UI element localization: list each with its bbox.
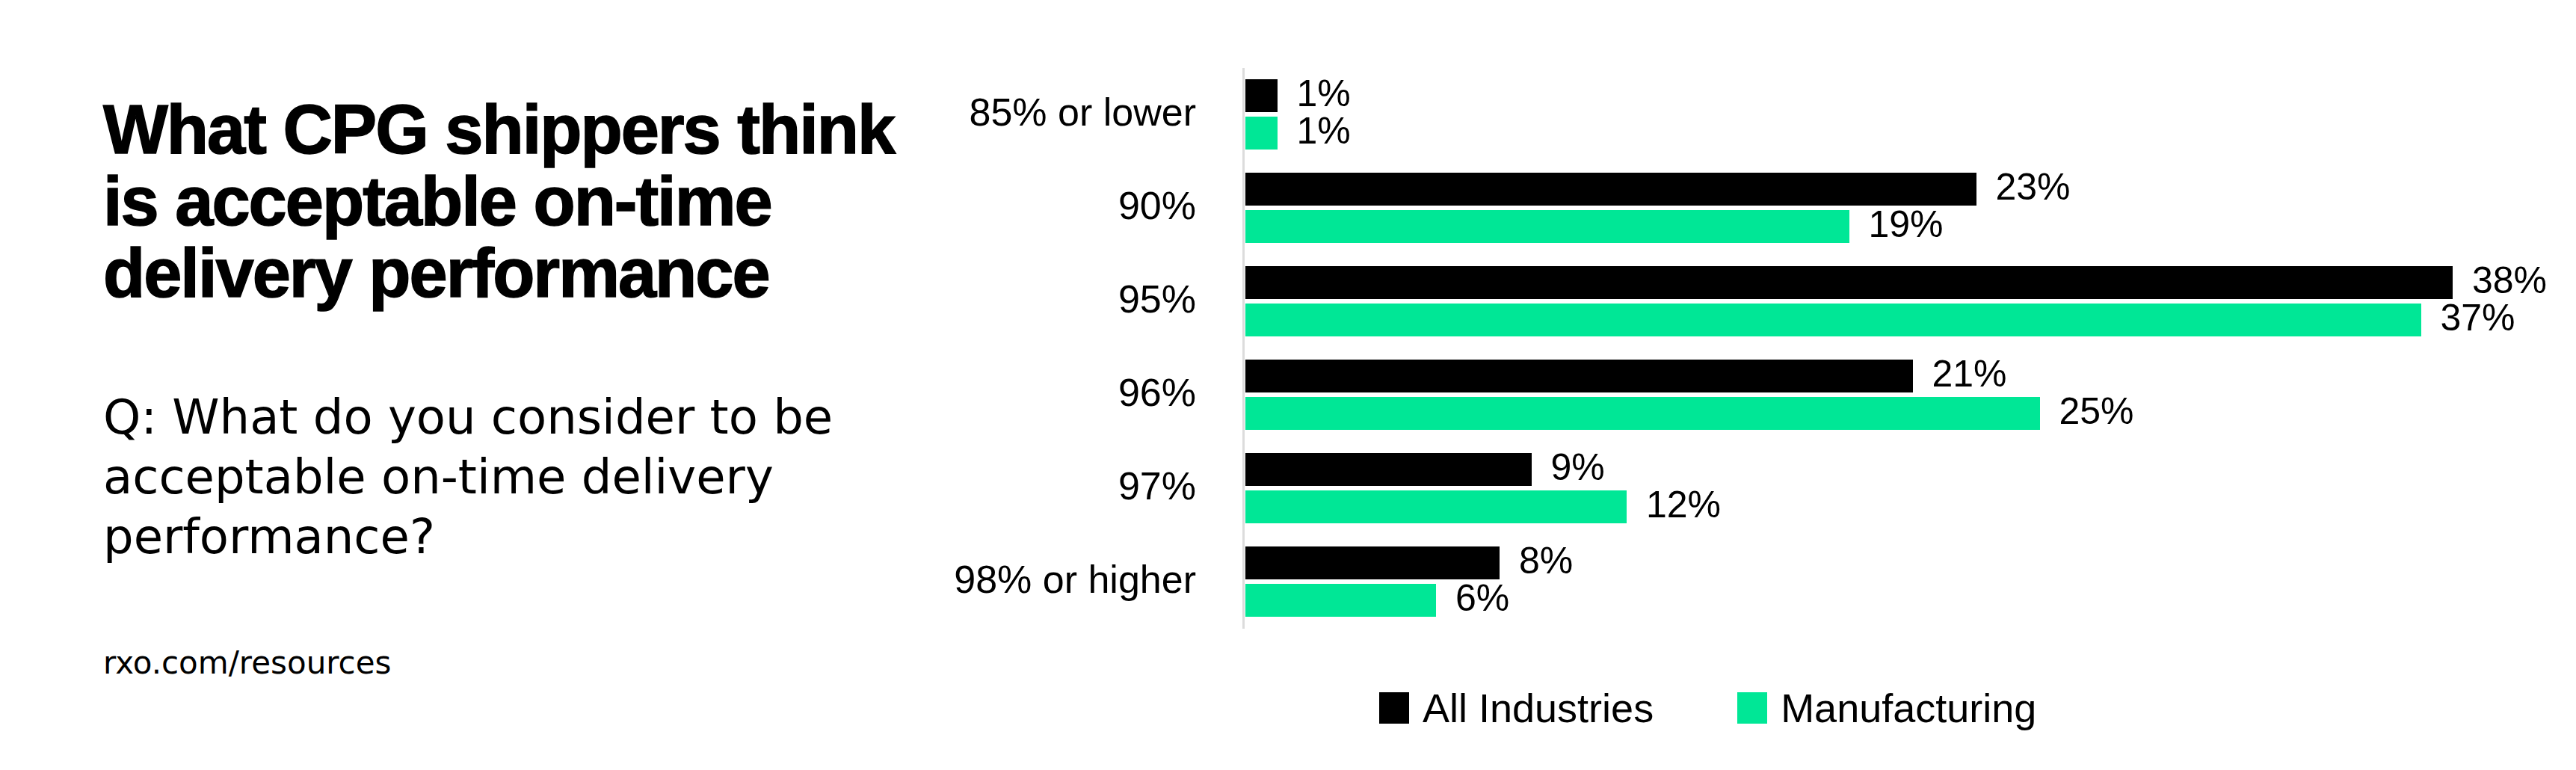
value-label: 6% xyxy=(1455,579,1509,617)
value-label: 8% xyxy=(1519,542,1573,579)
value-label: 37% xyxy=(2441,299,2515,336)
source-url: rxo.com/resources xyxy=(103,644,391,681)
bar-manufacturing-95- xyxy=(1245,304,2421,336)
bar-manufacturing-97- xyxy=(1245,490,1627,523)
category-label: 90% xyxy=(1118,186,1196,225)
legend-chip-all-industries xyxy=(1379,692,1409,724)
value-label: 1% xyxy=(1297,112,1351,150)
legend-item-all-industries: All Industries xyxy=(1379,685,1654,731)
value-label: 25% xyxy=(2059,392,2134,430)
value-label: 38% xyxy=(2472,262,2547,299)
bar-all-industries-85-or-lower xyxy=(1245,79,1278,112)
value-label: 23% xyxy=(1996,168,2071,206)
question-line-1: Q: What do you consider to be xyxy=(103,387,833,447)
page-title: What CPG shippers think is acceptable on… xyxy=(103,93,894,309)
bar-manufacturing-85-or-lower xyxy=(1245,117,1278,150)
bar-all-industries-90- xyxy=(1245,173,1976,206)
title-line-2: is acceptable on-time xyxy=(103,165,894,237)
bar-manufacturing-90- xyxy=(1245,210,1849,243)
value-label: 1% xyxy=(1297,75,1351,112)
value-label: 19% xyxy=(1869,206,1944,243)
survey-question: Q: What do you consider to be acceptable… xyxy=(103,387,833,567)
value-label: 12% xyxy=(1646,486,1721,523)
title-line-1: What CPG shippers think xyxy=(103,93,894,165)
category-label: 98% or higher xyxy=(954,560,1196,599)
question-line-2: acceptable on-time delivery xyxy=(103,447,833,507)
legend-label-manufacturing: Manufacturing xyxy=(1781,685,2036,731)
bar-all-industries-96- xyxy=(1245,360,1913,392)
bar-manufacturing-98-or-higher xyxy=(1245,584,1436,617)
category-label: 96% xyxy=(1118,373,1196,412)
bar-all-industries-95- xyxy=(1245,266,2453,299)
legend-item-manufacturing: Manufacturing xyxy=(1737,685,2036,731)
legend-chip-manufacturing xyxy=(1737,692,1767,724)
bar-all-industries-97- xyxy=(1245,453,1532,486)
title-line-3: delivery performance xyxy=(103,237,894,309)
bar-all-industries-98-or-higher xyxy=(1245,546,1500,579)
bar-manufacturing-96- xyxy=(1245,397,2040,430)
value-label: 21% xyxy=(1932,355,2007,392)
legend: All Industries Manufacturing xyxy=(1379,685,2036,731)
category-label: 85% or lower xyxy=(970,93,1196,132)
legend-label-all-industries: All Industries xyxy=(1423,685,1654,731)
value-label: 9% xyxy=(1551,449,1605,486)
category-label: 95% xyxy=(1118,280,1196,318)
question-line-3: performance? xyxy=(103,507,833,567)
category-label: 97% xyxy=(1118,466,1196,505)
axis-line xyxy=(1242,68,1245,629)
